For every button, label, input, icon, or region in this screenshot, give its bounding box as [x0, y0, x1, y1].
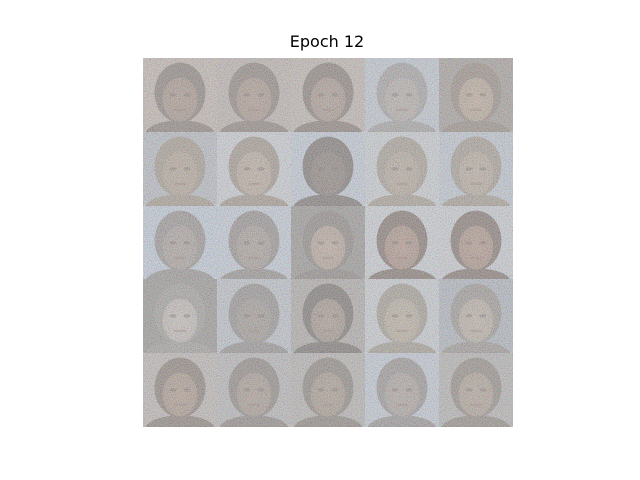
sample-image [365, 279, 439, 354]
sample-image [439, 131, 513, 206]
sample-image [143, 131, 217, 206]
sample-image [217, 131, 291, 206]
sample-image [217, 279, 291, 354]
sample-image [365, 131, 439, 206]
sample-image [291, 58, 365, 132]
sample-image [439, 205, 513, 280]
sample-image [291, 353, 365, 427]
sample-image [143, 353, 217, 427]
sample-image [291, 279, 365, 354]
sample-image [291, 205, 365, 280]
sample-image [439, 58, 513, 132]
sample-image [439, 279, 513, 354]
sample-image [217, 58, 291, 132]
sample-image [143, 279, 217, 354]
sample-image [143, 205, 217, 280]
sample-image [217, 353, 291, 427]
generated-sample-grid [143, 58, 513, 427]
sample-image [143, 58, 217, 132]
sample-image [365, 205, 439, 280]
sample-image [291, 131, 365, 206]
sample-image [439, 353, 513, 427]
sample-image [365, 353, 439, 427]
sample-image [217, 205, 291, 280]
sample-image [365, 58, 439, 132]
figure-title: Epoch 12 [289, 32, 365, 51]
